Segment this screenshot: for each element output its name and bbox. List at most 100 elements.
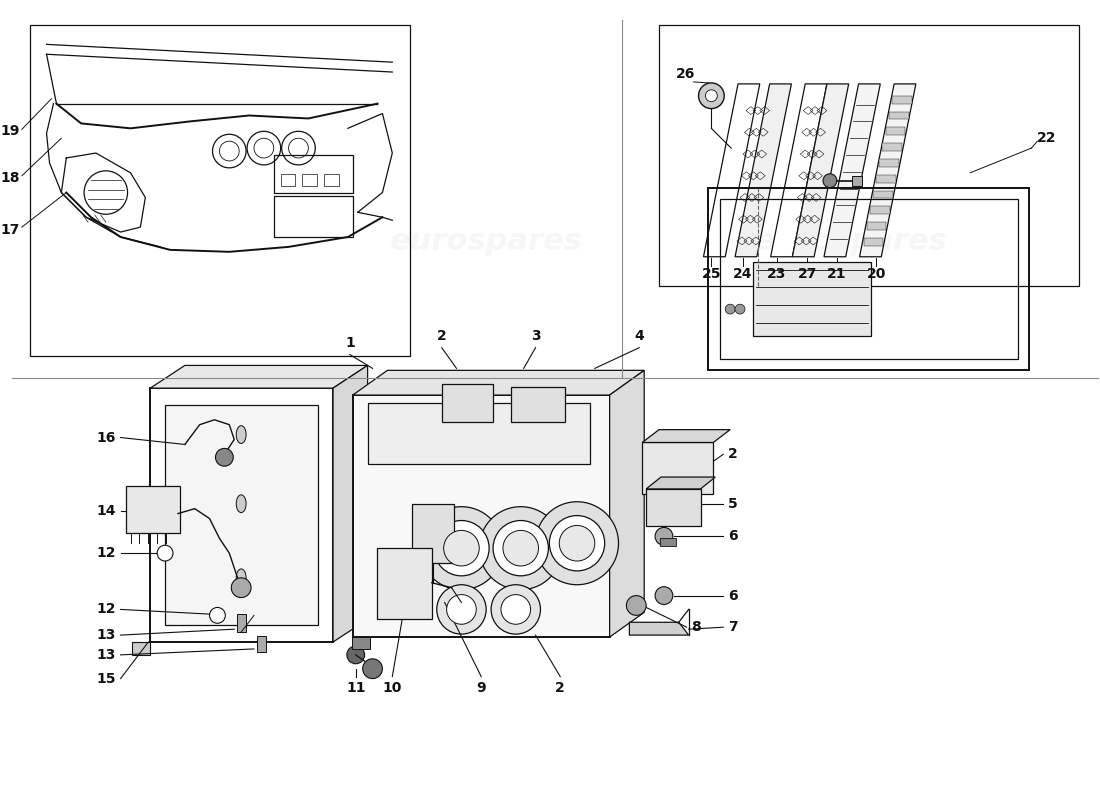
Circle shape	[420, 506, 503, 590]
Text: 5: 5	[728, 497, 738, 510]
Bar	[870, 206, 890, 214]
Bar	[720, 199, 1018, 358]
Bar	[876, 174, 895, 182]
Polygon shape	[333, 366, 367, 642]
Polygon shape	[735, 84, 791, 257]
Text: 11: 11	[346, 682, 365, 695]
Polygon shape	[704, 84, 760, 257]
Text: eurospares: eurospares	[192, 504, 385, 533]
Circle shape	[493, 521, 549, 576]
Circle shape	[536, 502, 618, 585]
Bar	[442, 384, 493, 422]
Circle shape	[346, 646, 364, 664]
Circle shape	[447, 594, 476, 624]
Circle shape	[443, 530, 480, 566]
Text: 6: 6	[728, 530, 738, 543]
Bar	[510, 387, 565, 422]
Circle shape	[480, 506, 562, 590]
Text: 16: 16	[97, 430, 116, 445]
Polygon shape	[353, 395, 609, 637]
Text: 25: 25	[702, 266, 722, 281]
Text: eurospares: eurospares	[756, 227, 948, 257]
Text: eurospares: eurospares	[389, 227, 583, 257]
Text: 23: 23	[767, 266, 786, 281]
Bar	[851, 176, 861, 186]
Bar	[377, 548, 432, 619]
Bar	[30, 25, 410, 355]
Text: 2: 2	[556, 682, 565, 695]
Text: 13: 13	[97, 648, 116, 662]
Bar	[752, 262, 871, 336]
Text: 21: 21	[827, 266, 847, 281]
Circle shape	[433, 521, 490, 576]
Polygon shape	[792, 84, 849, 257]
Circle shape	[549, 515, 605, 571]
Polygon shape	[642, 430, 730, 442]
Text: 24: 24	[734, 266, 752, 281]
Bar	[238, 614, 246, 632]
Text: 14: 14	[96, 504, 115, 518]
Text: 17: 17	[0, 223, 20, 237]
Bar	[659, 25, 1079, 286]
Polygon shape	[824, 84, 880, 257]
Text: 1: 1	[345, 336, 354, 350]
Circle shape	[500, 594, 530, 624]
Circle shape	[437, 585, 486, 634]
Bar	[867, 222, 887, 230]
Text: 12: 12	[96, 546, 115, 560]
Bar	[892, 96, 912, 104]
Text: 20: 20	[867, 266, 886, 281]
Polygon shape	[859, 84, 916, 257]
Bar	[873, 190, 893, 198]
Ellipse shape	[236, 569, 246, 586]
Bar	[412, 504, 453, 563]
Polygon shape	[609, 370, 645, 637]
Text: eurospares: eurospares	[508, 504, 701, 533]
Text: 8: 8	[692, 620, 702, 634]
Polygon shape	[151, 388, 333, 642]
Text: 4: 4	[635, 329, 645, 342]
Polygon shape	[353, 370, 645, 395]
Circle shape	[698, 83, 724, 109]
Bar	[879, 159, 899, 167]
Polygon shape	[151, 366, 367, 388]
Circle shape	[656, 527, 673, 546]
Circle shape	[735, 304, 745, 314]
Circle shape	[823, 174, 837, 188]
Polygon shape	[165, 405, 318, 626]
Bar	[324, 174, 339, 186]
Text: 15: 15	[96, 671, 115, 686]
Bar	[708, 188, 1030, 370]
Bar	[125, 486, 180, 534]
Bar	[886, 127, 905, 135]
Bar	[889, 111, 909, 119]
Polygon shape	[629, 622, 689, 635]
Circle shape	[216, 449, 233, 466]
Circle shape	[559, 526, 595, 561]
Text: 10: 10	[383, 682, 402, 695]
Circle shape	[231, 578, 251, 598]
Text: 7: 7	[728, 620, 738, 634]
Bar	[367, 403, 590, 464]
Bar	[257, 636, 266, 652]
Circle shape	[503, 530, 539, 566]
Circle shape	[209, 607, 226, 623]
Circle shape	[626, 595, 646, 615]
Text: 27: 27	[798, 266, 817, 281]
Text: 18: 18	[0, 170, 20, 185]
Circle shape	[157, 546, 173, 561]
Bar	[864, 238, 883, 246]
Text: 3: 3	[530, 329, 540, 342]
Bar	[642, 442, 714, 494]
Circle shape	[656, 586, 673, 605]
Bar	[280, 174, 296, 186]
Ellipse shape	[236, 426, 246, 443]
Bar	[660, 538, 675, 546]
Text: 6: 6	[728, 589, 738, 602]
Circle shape	[491, 585, 540, 634]
Text: 12: 12	[96, 602, 115, 617]
Polygon shape	[771, 84, 827, 257]
Circle shape	[363, 659, 383, 678]
Polygon shape	[132, 642, 151, 655]
Text: 19: 19	[0, 124, 20, 138]
